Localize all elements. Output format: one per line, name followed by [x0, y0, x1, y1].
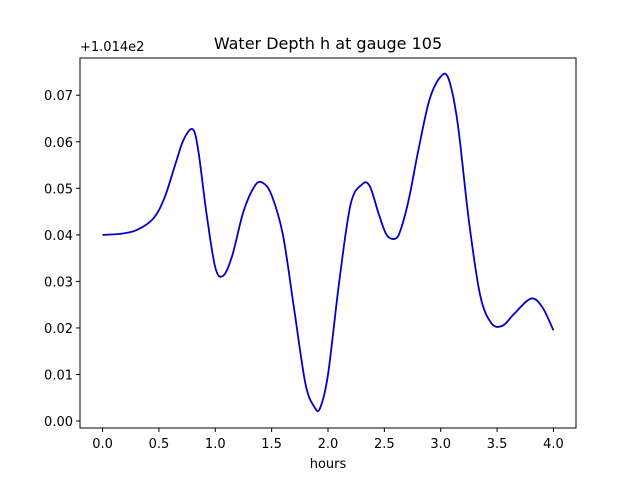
y-tick-label: 0.06	[44, 136, 73, 151]
y-tick-label: 0.04	[44, 229, 73, 244]
plot-area	[102, 72, 555, 413]
y-tick-label: 0.01	[44, 368, 73, 383]
y-tick-label: 0.02	[44, 322, 73, 337]
x-tick-label: 1.0	[205, 437, 226, 452]
x-tick-label: 3.5	[487, 437, 508, 452]
x-tick-label: 3.0	[430, 437, 451, 452]
x-tick-label: 2.5	[374, 437, 395, 452]
y-axis: 0.00 0.01 0.02 0.03 0.04 0.05 0.06 0.07	[44, 89, 80, 430]
x-tick-label: 2.0	[318, 437, 339, 452]
chart-title: Water Depth h at gauge 105	[214, 34, 442, 53]
x-axis: 0.0 0.5 1.0 1.5 2.0 2.5 3.0 3.5 4.0	[92, 428, 564, 452]
x-tick-label: 1.5	[261, 437, 282, 452]
y-tick-label: 0.07	[44, 89, 73, 104]
y-tick-label: 0.00	[44, 415, 73, 430]
x-tick-label: 0.0	[92, 437, 113, 452]
y-tick-label: 0.03	[44, 275, 73, 290]
y-axis-offset-label: +1.014e2	[80, 40, 144, 55]
x-tick-label: 4.0	[543, 437, 564, 452]
series-line	[102, 72, 555, 413]
x-axis-label: hours	[310, 457, 347, 472]
y-tick-label: 0.05	[44, 182, 73, 197]
x-tick-label: 0.5	[149, 437, 170, 452]
